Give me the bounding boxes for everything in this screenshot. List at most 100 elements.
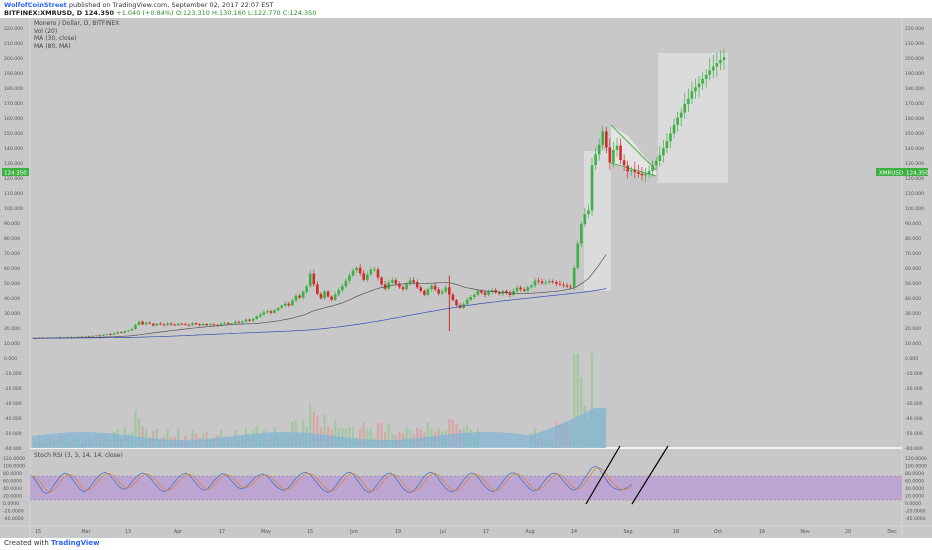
candle-body — [437, 289, 440, 294]
candle-body — [102, 334, 105, 336]
candle-body — [255, 316, 259, 319]
time-tick: 16 — [759, 529, 765, 535]
time-tick: 18 — [673, 529, 679, 535]
candle-body — [697, 83, 701, 88]
rsi-trendlines[interactable] — [585, 445, 669, 505]
candle-body — [505, 291, 508, 294]
price-tick-right: 170.000 — [905, 101, 924, 107]
candle-body — [704, 74, 708, 79]
rsi-tick-right: -20.0000 — [905, 509, 926, 515]
rsi-tick-right: 40.0000 — [905, 486, 924, 492]
candle-body — [651, 165, 654, 171]
pennant-pattern[interactable] — [611, 125, 656, 176]
candle-body — [369, 269, 373, 275]
candle-body — [330, 296, 333, 300]
symbol-name: BITFINEX:XMRUSD, D — [4, 9, 83, 17]
left-price-tag-label: 124.350 — [4, 171, 27, 177]
volume-ma-area — [32, 408, 607, 448]
candle-body — [629, 170, 633, 172]
time-tick: Apr — [174, 529, 182, 535]
volume-bar — [191, 429, 194, 448]
time-tick: Aug — [525, 529, 534, 535]
candle-body — [344, 280, 348, 287]
candle-body — [440, 291, 444, 294]
candle-body — [604, 131, 608, 148]
candle-body — [615, 145, 619, 150]
candle-body — [287, 303, 291, 306]
price-tick-right: 40.000 — [905, 296, 921, 302]
candle-body — [241, 321, 244, 323]
left-price-tag — [2, 168, 29, 176]
footer-text: Created with TradingView — [4, 539, 100, 547]
price-tick-left: 190.000 — [4, 71, 23, 77]
candle-body — [209, 324, 212, 326]
candle-body — [365, 274, 369, 280]
volume-bar — [572, 353, 576, 448]
candle-body — [433, 285, 437, 290]
candle-body — [112, 333, 116, 335]
trendline-1[interactable] — [585, 445, 621, 505]
price-change: +1.040 (+0.84%) — [116, 9, 174, 17]
candle-body — [719, 59, 722, 64]
candlesticks — [34, 48, 726, 340]
candle-body — [419, 287, 423, 291]
candle-body — [77, 336, 80, 338]
price-tick-left: 80.000 — [4, 236, 20, 242]
candle-body — [390, 280, 394, 283]
candle-body — [658, 155, 662, 161]
right-price-tag-symbol: XMRUSD — [879, 171, 903, 177]
time-tick: Sep — [623, 529, 632, 535]
candle-body — [480, 290, 483, 293]
legend-ma80: MA (80, MA) — [34, 42, 71, 50]
volume-bar — [166, 428, 169, 448]
price-tick-right: 0.000 — [905, 356, 918, 362]
candle-body — [444, 287, 448, 292]
candle-body — [576, 243, 580, 268]
legend-ma30: MA (30, close) — [34, 35, 77, 43]
price-tick-right: 140.000 — [905, 146, 924, 152]
volume-bar — [376, 422, 380, 448]
tradingview-logo[interactable]: TradingView — [51, 539, 100, 547]
volume-bar — [351, 426, 355, 448]
chart-background — [0, 18, 932, 538]
price-tick-left: -50.000 — [4, 431, 22, 437]
candle-body — [355, 267, 358, 271]
candle-body — [679, 112, 683, 118]
target-box[interactable] — [658, 53, 728, 183]
candle-body — [544, 282, 547, 284]
rsi-tick-left: 120.0000 — [3, 456, 25, 462]
rsi-tick-right: 20.0000 — [905, 494, 924, 500]
candle-body — [412, 280, 415, 283]
candle-body — [91, 336, 94, 337]
volume-bar — [333, 419, 337, 448]
time-tick: Nov — [800, 529, 810, 535]
candle-body — [401, 287, 405, 290]
breakout-box[interactable] — [584, 151, 611, 291]
price-tick-right: 80.000 — [905, 236, 921, 242]
candle-body — [565, 285, 569, 287]
author-link[interactable]: WolfofCoinStreet — [4, 1, 67, 9]
price-tick-right: 70.000 — [905, 251, 921, 257]
price-tick-left: 90.000 — [4, 221, 20, 227]
volume-bar — [134, 410, 137, 448]
candle-body — [219, 323, 223, 326]
candle-body — [237, 321, 241, 323]
candle-body — [223, 322, 226, 324]
candle-body — [301, 291, 305, 298]
candle-body — [676, 117, 679, 125]
price-tick-right: 90.000 — [905, 221, 921, 227]
candle-body — [312, 273, 316, 285]
trendline-2[interactable] — [631, 445, 669, 505]
candle-body — [423, 290, 426, 295]
candle-body — [405, 284, 408, 290]
price-tick-right: 50.000 — [905, 281, 921, 287]
candle-body — [262, 312, 266, 315]
candle-body — [319, 293, 323, 299]
projection-boxes[interactable] — [584, 53, 728, 291]
candle-body — [487, 292, 490, 295]
candle-body — [687, 98, 690, 104]
candle-body — [323, 291, 326, 299]
moving-averages — [31, 254, 607, 339]
